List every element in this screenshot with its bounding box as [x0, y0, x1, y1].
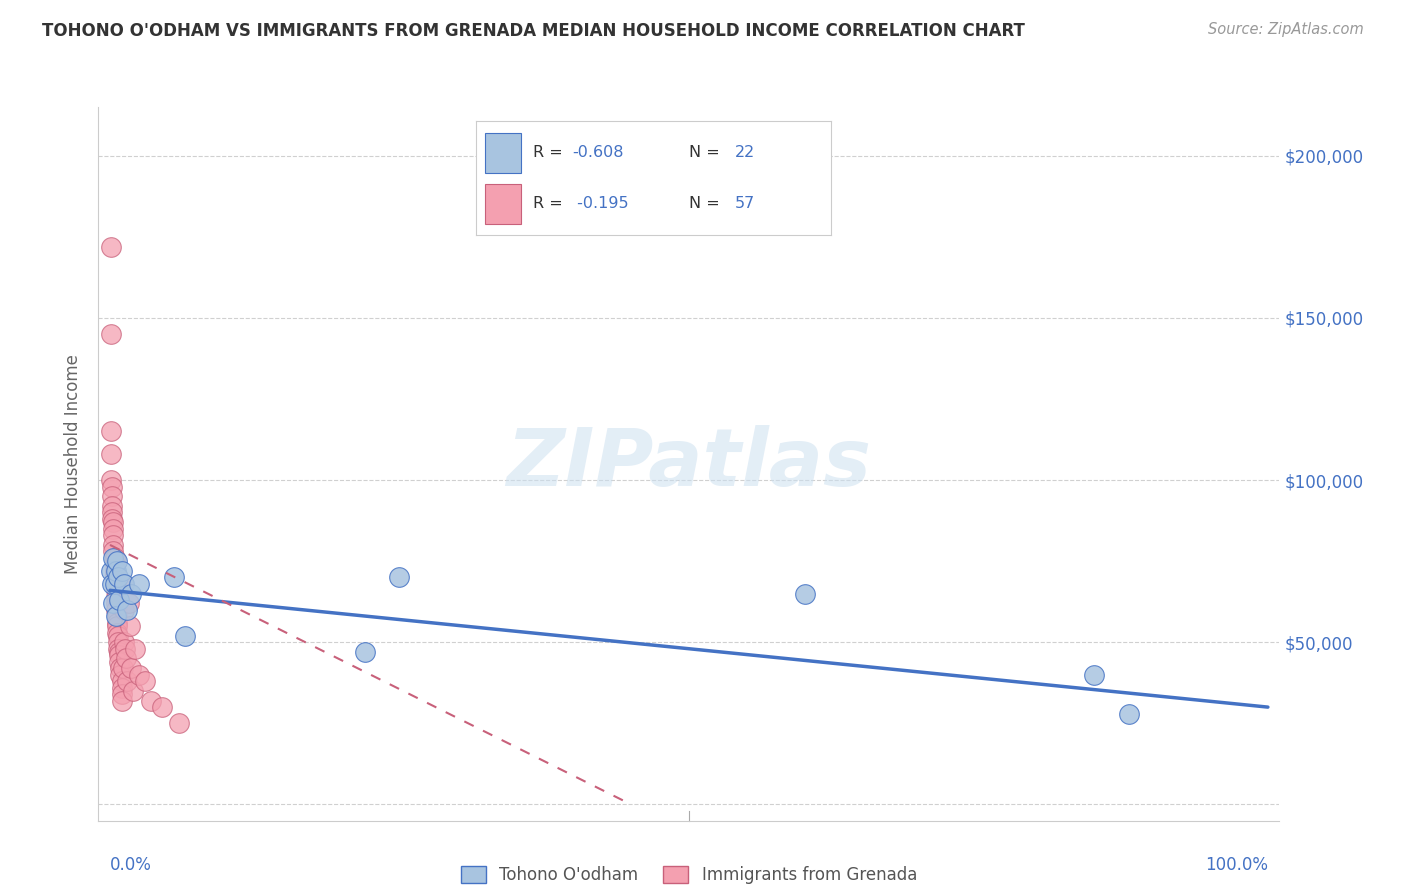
- Point: [1118, 706, 1140, 721]
- Point: [104, 550, 127, 565]
- Point: [139, 693, 162, 707]
- Legend: Tohono O'odham, Immigrants from Grenada: Tohono O'odham, Immigrants from Grenada: [454, 859, 924, 891]
- Point: [118, 619, 141, 633]
- Point: [107, 570, 129, 584]
- Point: [108, 648, 131, 663]
- Text: N =: N =: [689, 145, 725, 160]
- Text: 100.0%: 100.0%: [1205, 856, 1268, 874]
- Point: [100, 447, 122, 461]
- Point: [112, 635, 135, 649]
- Point: [110, 681, 132, 695]
- Point: [104, 570, 127, 584]
- Point: [108, 645, 131, 659]
- Point: [108, 593, 131, 607]
- Point: [103, 596, 125, 610]
- Point: [104, 603, 127, 617]
- Point: [117, 596, 139, 610]
- Point: [120, 661, 142, 675]
- Text: Source: ZipAtlas.com: Source: ZipAtlas.com: [1208, 22, 1364, 37]
- Point: [110, 674, 132, 689]
- Point: [169, 716, 191, 731]
- Point: [103, 522, 125, 536]
- Text: 0.0%: 0.0%: [110, 856, 152, 874]
- Point: [100, 425, 122, 439]
- Point: [110, 667, 132, 681]
- Point: [101, 499, 124, 513]
- Point: [104, 577, 127, 591]
- Point: [134, 674, 156, 689]
- Point: [105, 619, 128, 633]
- Point: [128, 577, 150, 591]
- Point: [1083, 667, 1105, 681]
- Text: R =: R =: [533, 196, 568, 211]
- Point: [103, 544, 125, 558]
- Point: [128, 667, 150, 681]
- Point: [111, 577, 134, 591]
- Point: [104, 564, 127, 578]
- Point: [104, 564, 127, 578]
- Point: [353, 645, 375, 659]
- Point: [107, 629, 129, 643]
- Point: [100, 327, 122, 342]
- Point: [100, 473, 122, 487]
- Text: 22: 22: [735, 145, 755, 160]
- Point: [104, 609, 127, 624]
- Point: [101, 506, 124, 520]
- Point: [105, 625, 128, 640]
- Point: [120, 586, 142, 600]
- Point: [101, 479, 124, 493]
- Point: [117, 603, 139, 617]
- Text: TOHONO O'ODHAM VS IMMIGRANTS FROM GRENADA MEDIAN HOUSEHOLD INCOME CORRELATION CH: TOHONO O'ODHAM VS IMMIGRANTS FROM GRENAD…: [42, 22, 1025, 40]
- Point: [115, 651, 138, 665]
- Point: [105, 554, 128, 568]
- Point: [101, 489, 124, 503]
- Point: [103, 528, 125, 542]
- Point: [122, 684, 145, 698]
- Text: R =: R =: [533, 145, 568, 160]
- Point: [112, 603, 135, 617]
- Point: [174, 629, 197, 643]
- Point: [110, 564, 132, 578]
- Point: [117, 674, 139, 689]
- Point: [105, 609, 128, 624]
- Point: [104, 583, 127, 598]
- Text: -0.195: -0.195: [572, 196, 628, 211]
- Point: [103, 538, 125, 552]
- Point: [388, 570, 411, 584]
- FancyBboxPatch shape: [485, 184, 520, 224]
- FancyBboxPatch shape: [485, 133, 520, 173]
- Point: [104, 590, 127, 604]
- Point: [163, 570, 186, 584]
- Point: [105, 615, 128, 630]
- Point: [104, 577, 127, 591]
- Point: [124, 641, 146, 656]
- Text: -0.608: -0.608: [572, 145, 623, 160]
- Text: N =: N =: [689, 196, 725, 211]
- Point: [101, 577, 124, 591]
- Point: [110, 687, 132, 701]
- Point: [114, 641, 136, 656]
- Text: 57: 57: [735, 196, 755, 211]
- Point: [150, 700, 173, 714]
- Point: [101, 512, 124, 526]
- Point: [110, 693, 132, 707]
- Point: [104, 558, 127, 572]
- Y-axis label: Median Household Income: Median Household Income: [65, 354, 83, 574]
- Point: [793, 586, 815, 600]
- Point: [107, 635, 129, 649]
- Point: [103, 515, 125, 529]
- Text: ZIPatlas: ZIPatlas: [506, 425, 872, 503]
- Point: [111, 661, 134, 675]
- Point: [100, 239, 122, 253]
- Point: [112, 577, 135, 591]
- Point: [104, 596, 127, 610]
- Point: [103, 550, 125, 565]
- Point: [110, 661, 132, 675]
- Point: [100, 564, 122, 578]
- Point: [108, 655, 131, 669]
- Point: [107, 641, 129, 656]
